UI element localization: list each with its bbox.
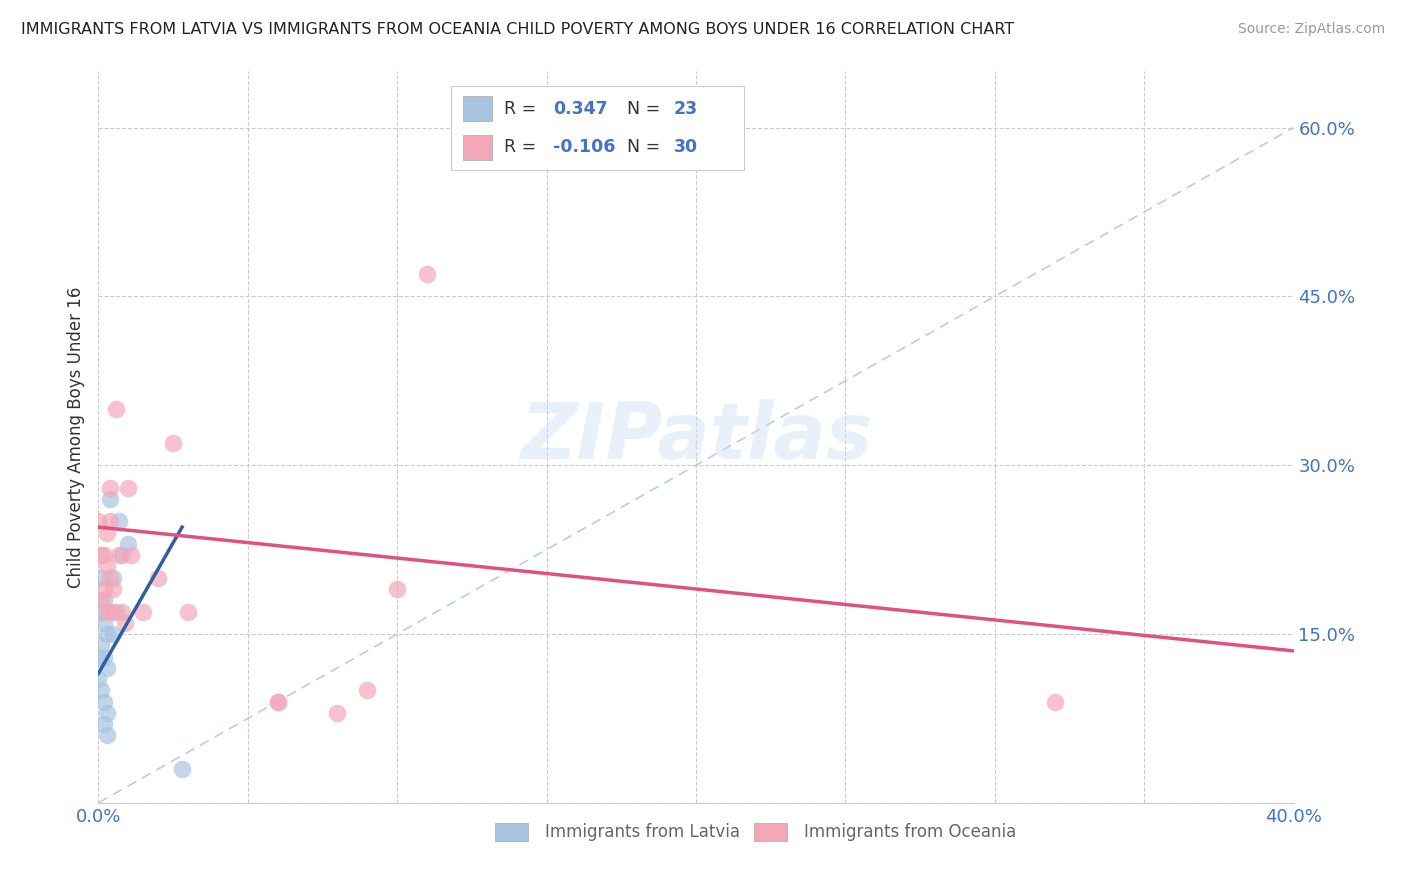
Point (108, 548, 131, 562)
Text: IMMIGRANTS FROM LATVIA VS IMMIGRANTS FROM OCEANIA CHILD POVERTY AMONG BOYS UNDER: IMMIGRANTS FROM LATVIA VS IMMIGRANTS FRO… (21, 22, 1014, 37)
Text: Source: ZipAtlas.com: Source: ZipAtlas.com (1237, 22, 1385, 37)
Point (103, 627, 125, 641)
Point (267, 694, 290, 708)
Point (326, 706, 349, 720)
Text: Immigrants from Latvia: Immigrants from Latvia (546, 823, 741, 841)
Point (96, 661, 118, 675)
Point (105, 401, 128, 416)
Point (96, 728, 118, 742)
Point (96, 706, 118, 720)
Point (93, 615, 115, 630)
Point (111, 548, 134, 562)
Point (103, 605, 125, 619)
Point (416, 267, 439, 281)
Point (90, 593, 112, 607)
Point (90, 605, 112, 619)
Point (117, 537, 139, 551)
Point (96, 605, 118, 619)
Point (98, 515, 122, 529)
Y-axis label: Child Poverty Among Boys Under 16: Child Poverty Among Boys Under 16 (66, 286, 84, 588)
Point (108, 515, 131, 529)
Point (90, 571, 112, 585)
Point (103, 582, 125, 596)
Point (93, 548, 115, 562)
Point (148, 571, 170, 585)
Point (120, 548, 142, 562)
Point (172, 762, 194, 776)
Text: ZIPatlas: ZIPatlas (520, 399, 872, 475)
Point (132, 605, 155, 619)
Point (267, 694, 290, 708)
Point (103, 571, 125, 585)
Point (356, 683, 378, 698)
Point (111, 605, 134, 619)
Point (98, 491, 122, 506)
Point (98, 571, 122, 585)
Point (93, 593, 115, 607)
Point (96, 627, 118, 641)
Point (90, 638, 112, 652)
Point (93, 717, 115, 731)
Point (114, 615, 136, 630)
Point (90, 683, 112, 698)
Point (162, 435, 184, 450)
Point (93, 694, 115, 708)
Point (93, 582, 115, 596)
Point (1043, 694, 1066, 708)
Point (87, 649, 110, 664)
Point (87, 672, 110, 686)
Text: Immigrants from Oceania: Immigrants from Oceania (804, 823, 1015, 841)
Point (117, 481, 139, 495)
Point (87, 515, 110, 529)
Point (90, 548, 112, 562)
Point (177, 605, 200, 619)
Point (385, 582, 409, 596)
Point (96, 559, 118, 574)
Point (105, 605, 128, 619)
Point (93, 649, 115, 664)
Point (96, 525, 118, 540)
Point (98, 481, 122, 495)
